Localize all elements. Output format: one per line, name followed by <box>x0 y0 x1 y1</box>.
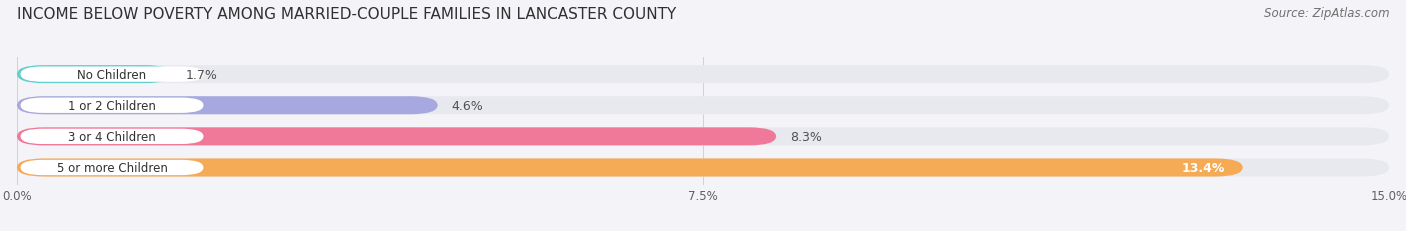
FancyBboxPatch shape <box>21 160 204 175</box>
Text: 3 or 4 Children: 3 or 4 Children <box>67 130 156 143</box>
FancyBboxPatch shape <box>17 66 173 84</box>
FancyBboxPatch shape <box>17 66 1389 84</box>
Text: INCOME BELOW POVERTY AMONG MARRIED-COUPLE FAMILIES IN LANCASTER COUNTY: INCOME BELOW POVERTY AMONG MARRIED-COUPL… <box>17 7 676 22</box>
Text: Source: ZipAtlas.com: Source: ZipAtlas.com <box>1264 7 1389 20</box>
FancyBboxPatch shape <box>17 159 1243 177</box>
FancyBboxPatch shape <box>21 129 204 144</box>
FancyBboxPatch shape <box>17 97 437 115</box>
Text: 1 or 2 Children: 1 or 2 Children <box>67 99 156 112</box>
FancyBboxPatch shape <box>17 128 776 146</box>
Text: 4.6%: 4.6% <box>451 99 484 112</box>
Text: 5 or more Children: 5 or more Children <box>56 161 167 174</box>
Text: No Children: No Children <box>77 68 146 81</box>
FancyBboxPatch shape <box>21 98 204 113</box>
FancyBboxPatch shape <box>21 67 204 82</box>
Text: 1.7%: 1.7% <box>186 68 218 81</box>
Text: 8.3%: 8.3% <box>790 130 821 143</box>
Text: 13.4%: 13.4% <box>1181 161 1225 174</box>
FancyBboxPatch shape <box>17 97 1389 115</box>
FancyBboxPatch shape <box>17 159 1389 177</box>
FancyBboxPatch shape <box>17 128 1389 146</box>
